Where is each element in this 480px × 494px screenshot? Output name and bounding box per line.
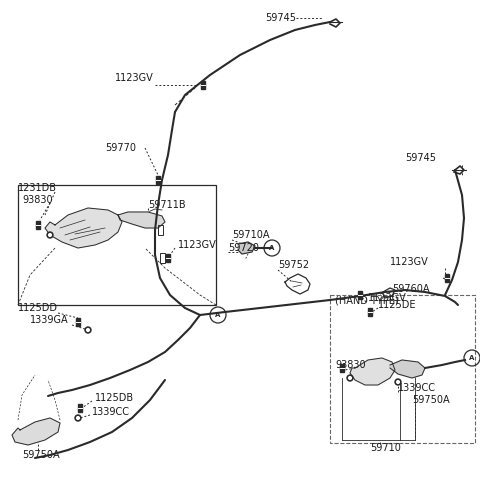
Bar [159, 253, 165, 263]
Text: 59750A: 59750A [22, 450, 60, 460]
Text: A: A [216, 312, 221, 318]
Text: A: A [269, 245, 275, 251]
Circle shape [347, 375, 353, 381]
Polygon shape [238, 242, 255, 254]
Text: 93830: 93830 [22, 195, 53, 205]
Circle shape [77, 416, 79, 419]
Bar [445, 274, 449, 282]
Bar [166, 254, 170, 262]
Circle shape [75, 415, 81, 421]
Text: 59745: 59745 [405, 153, 436, 163]
FancyBboxPatch shape [18, 185, 216, 305]
Circle shape [396, 381, 399, 383]
Text: 1339GA: 1339GA [30, 315, 69, 325]
Text: 1231DB: 1231DB [18, 183, 57, 193]
Text: 59770: 59770 [105, 143, 136, 153]
Bar [340, 365, 344, 371]
Polygon shape [12, 418, 60, 445]
Text: 1123GV: 1123GV [115, 73, 154, 83]
Text: A: A [469, 355, 475, 361]
Text: 1125DD: 1125DD [18, 303, 58, 313]
Polygon shape [390, 360, 425, 378]
Text: 59710: 59710 [370, 443, 401, 453]
Text: 1339CC: 1339CC [92, 407, 130, 417]
Bar [36, 221, 40, 229]
Circle shape [48, 234, 51, 236]
Bar [157, 225, 163, 235]
Circle shape [47, 232, 53, 238]
Text: 1123GV: 1123GV [178, 240, 217, 250]
FancyBboxPatch shape [330, 295, 475, 443]
Polygon shape [118, 212, 165, 228]
Text: 1339CC: 1339CC [398, 383, 436, 393]
Bar [358, 291, 362, 298]
Bar [201, 82, 205, 88]
Text: 59750A: 59750A [412, 395, 450, 405]
Bar [78, 405, 82, 412]
Polygon shape [350, 358, 395, 385]
Text: 59711B: 59711B [148, 200, 186, 210]
Text: 1125DB: 1125DB [95, 393, 134, 403]
Text: 59760A: 59760A [392, 284, 430, 294]
Text: 1123GV: 1123GV [368, 293, 407, 303]
Circle shape [85, 327, 91, 333]
Text: 1123GV: 1123GV [390, 257, 429, 267]
Text: 59710A: 59710A [232, 230, 269, 240]
Circle shape [395, 379, 401, 385]
Text: 93830: 93830 [335, 360, 366, 370]
Circle shape [87, 329, 89, 331]
Bar [76, 319, 80, 326]
Text: 59745: 59745 [265, 13, 296, 23]
Bar [368, 308, 372, 316]
Polygon shape [45, 208, 122, 248]
Text: 59720: 59720 [228, 243, 259, 253]
Bar [156, 176, 160, 184]
Text: 59752: 59752 [278, 260, 309, 270]
Text: (HAND TYPE): (HAND TYPE) [335, 295, 398, 305]
Text: 1125DE: 1125DE [378, 300, 417, 310]
Circle shape [348, 376, 351, 379]
